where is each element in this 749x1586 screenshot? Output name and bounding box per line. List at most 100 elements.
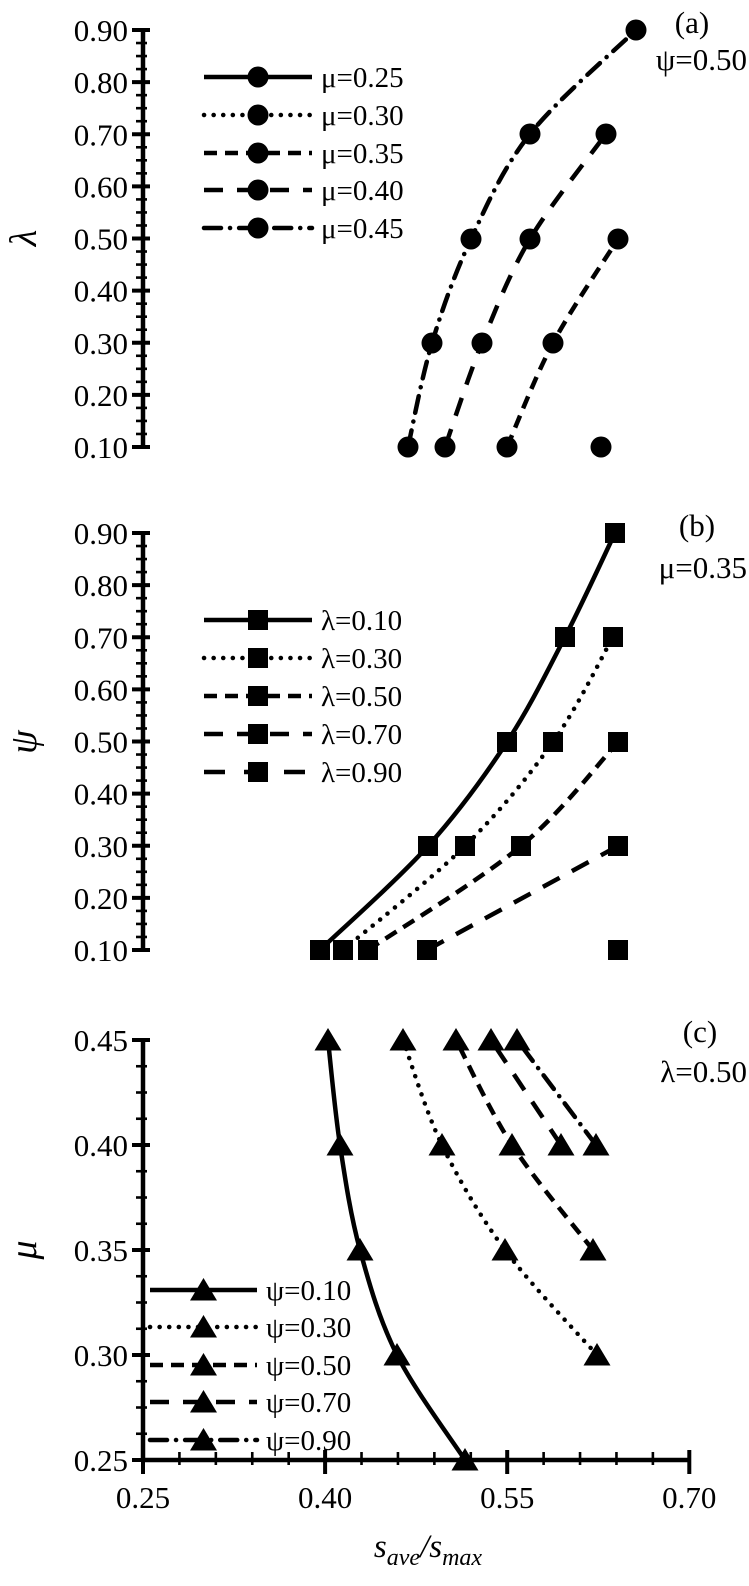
y-tick-label: 0.10 — [74, 933, 128, 968]
series-lambda-050 — [358, 732, 628, 960]
data-point-marker — [608, 732, 628, 752]
legend-entry-mu-035: μ=0.35 — [204, 138, 404, 170]
legend-b: λ=0.10 λ=0.30 λ=0.50 λ=0.70 λ=0.90 — [201, 605, 402, 789]
data-point-marker — [542, 332, 564, 354]
legend-entry-mu-030: μ=0.30 — [201, 100, 404, 132]
legend-marker — [248, 762, 268, 782]
data-point-marker — [608, 940, 628, 960]
legend-entry-psi-070: ψ=0.70 — [150, 1387, 351, 1419]
data-point-marker — [346, 1238, 374, 1261]
series-psi-050 — [442, 1028, 607, 1261]
legend-marker — [247, 179, 269, 201]
y-axis-a: 0.10 0.20 0.30 0.40 0.50 0.60 0.70 0.80 0.90 — [74, 13, 150, 465]
series-line — [489, 1038, 563, 1147]
data-point-marker — [310, 940, 330, 960]
data-point-marker — [477, 1028, 505, 1051]
data-point-marker — [471, 332, 493, 354]
legend-entry-psi-090: ψ=0.90 — [147, 1425, 351, 1457]
series-psi-070 — [477, 1028, 575, 1156]
y-tick-label: 0.80 — [74, 568, 128, 603]
legend-marker — [248, 648, 268, 668]
y-tick-label: 0.50 — [74, 222, 128, 257]
y-tick-label: 0.45 — [74, 1023, 128, 1058]
x-axis: 0.25 0.40 0.55 0.70 save/smax — [116, 1450, 716, 1571]
x-tick-label: 0.55 — [480, 1480, 534, 1515]
legend-label: μ=0.35 — [321, 138, 404, 170]
series-line — [340, 634, 616, 953]
y-axis-title-b: ψ — [3, 729, 45, 754]
legend-entry-lambda-030: λ=0.30 — [201, 643, 402, 675]
data-point-marker — [498, 1133, 526, 1156]
legend-label: λ=0.70 — [321, 719, 402, 751]
x-tick-label: 0.40 — [298, 1480, 352, 1515]
data-point-marker — [434, 436, 456, 458]
legend-marker — [248, 686, 268, 706]
series-psi-010 — [314, 1028, 479, 1471]
y-tick-label: 0.90 — [74, 13, 128, 48]
legend-entry-mu-025: μ=0.25 — [204, 62, 404, 94]
panel-annotation-b: μ=0.35 — [659, 550, 747, 585]
legend-entry-psi-030: ψ=0.30 — [147, 1312, 351, 1344]
data-point-marker — [595, 123, 617, 145]
legend-a: μ=0.25 μ=0.30 μ=0.35 μ=0.40 μ=0.45 — [201, 62, 404, 245]
data-point-marker — [605, 523, 625, 543]
y-tick-label: 0.35 — [74, 1233, 128, 1268]
panel-tag-c: (c) — [683, 1014, 717, 1049]
data-point-marker — [451, 1448, 479, 1471]
data-point-marker — [326, 1133, 354, 1156]
data-point-marker — [511, 836, 531, 856]
legend-marker — [248, 724, 268, 744]
legend-entry-lambda-010: λ=0.10 — [204, 605, 402, 637]
data-point-marker — [590, 436, 612, 458]
legend-label: μ=0.30 — [321, 100, 404, 132]
legend-label: ψ=0.10 — [266, 1275, 351, 1307]
data-point-marker — [389, 1028, 417, 1051]
legend-label: μ=0.45 — [321, 213, 404, 245]
legend-label: ψ=0.50 — [266, 1350, 351, 1382]
data-point-marker — [455, 836, 475, 856]
series-mu-035 — [496, 228, 629, 458]
data-point-marker — [497, 732, 517, 752]
legend-marker — [190, 1390, 217, 1413]
y-axis-title-a: λ — [3, 230, 45, 247]
series-mu-030 — [590, 436, 612, 458]
legend-entry-lambda-050: λ=0.50 — [204, 681, 402, 713]
x-axis-title: save/smax — [374, 1529, 483, 1571]
legend-label: λ=0.10 — [321, 605, 402, 637]
data-point-marker — [625, 19, 647, 41]
series-line — [442, 132, 608, 448]
legend-entry-psi-010: ψ=0.10 — [150, 1275, 351, 1307]
data-point-marker — [583, 1343, 611, 1366]
y-tick-label: 0.90 — [74, 516, 128, 551]
legend-label: λ=0.90 — [321, 757, 402, 789]
y-tick-label: 0.70 — [74, 117, 128, 152]
panel-tag-b: (b) — [679, 508, 715, 543]
y-axis-b: 0.10 0.20 0.30 0.40 0.50 0.60 0.70 0.80 0.90 — [74, 516, 150, 968]
data-point-marker — [496, 436, 518, 458]
data-point-marker — [519, 228, 541, 250]
data-point-marker — [555, 627, 575, 647]
y-tick-label: 0.40 — [74, 274, 128, 309]
legend-label: ψ=0.30 — [266, 1312, 351, 1344]
series-lambda-010 — [310, 523, 625, 960]
y-axis-title-c: μ — [3, 1240, 45, 1260]
legend-label: μ=0.40 — [321, 175, 404, 207]
series-line — [425, 844, 620, 952]
y-tick-label: 0.70 — [74, 620, 128, 655]
panel-a: 0.10 0.20 0.30 0.40 0.50 0.60 0.70 0.80 0.90 λ μ=0… — [3, 5, 747, 465]
panel-annotation-c: λ=0.50 — [660, 1054, 747, 1089]
legend-marker — [190, 1278, 217, 1301]
legend-label: ψ=0.90 — [266, 1425, 351, 1457]
y-tick-label: 0.30 — [74, 326, 128, 361]
y-tick-label: 0.80 — [74, 65, 128, 100]
data-point-marker — [358, 940, 378, 960]
y-tick-label: 0.50 — [74, 725, 128, 760]
series-psi-090 — [503, 1028, 610, 1156]
data-point-marker — [579, 1238, 607, 1261]
data-point-marker — [417, 940, 437, 960]
data-point-marker — [397, 436, 419, 458]
x-tick-label: 0.70 — [662, 1480, 716, 1515]
y-tick-label: 0.40 — [74, 1128, 128, 1163]
series-lambda-090 — [608, 940, 628, 960]
